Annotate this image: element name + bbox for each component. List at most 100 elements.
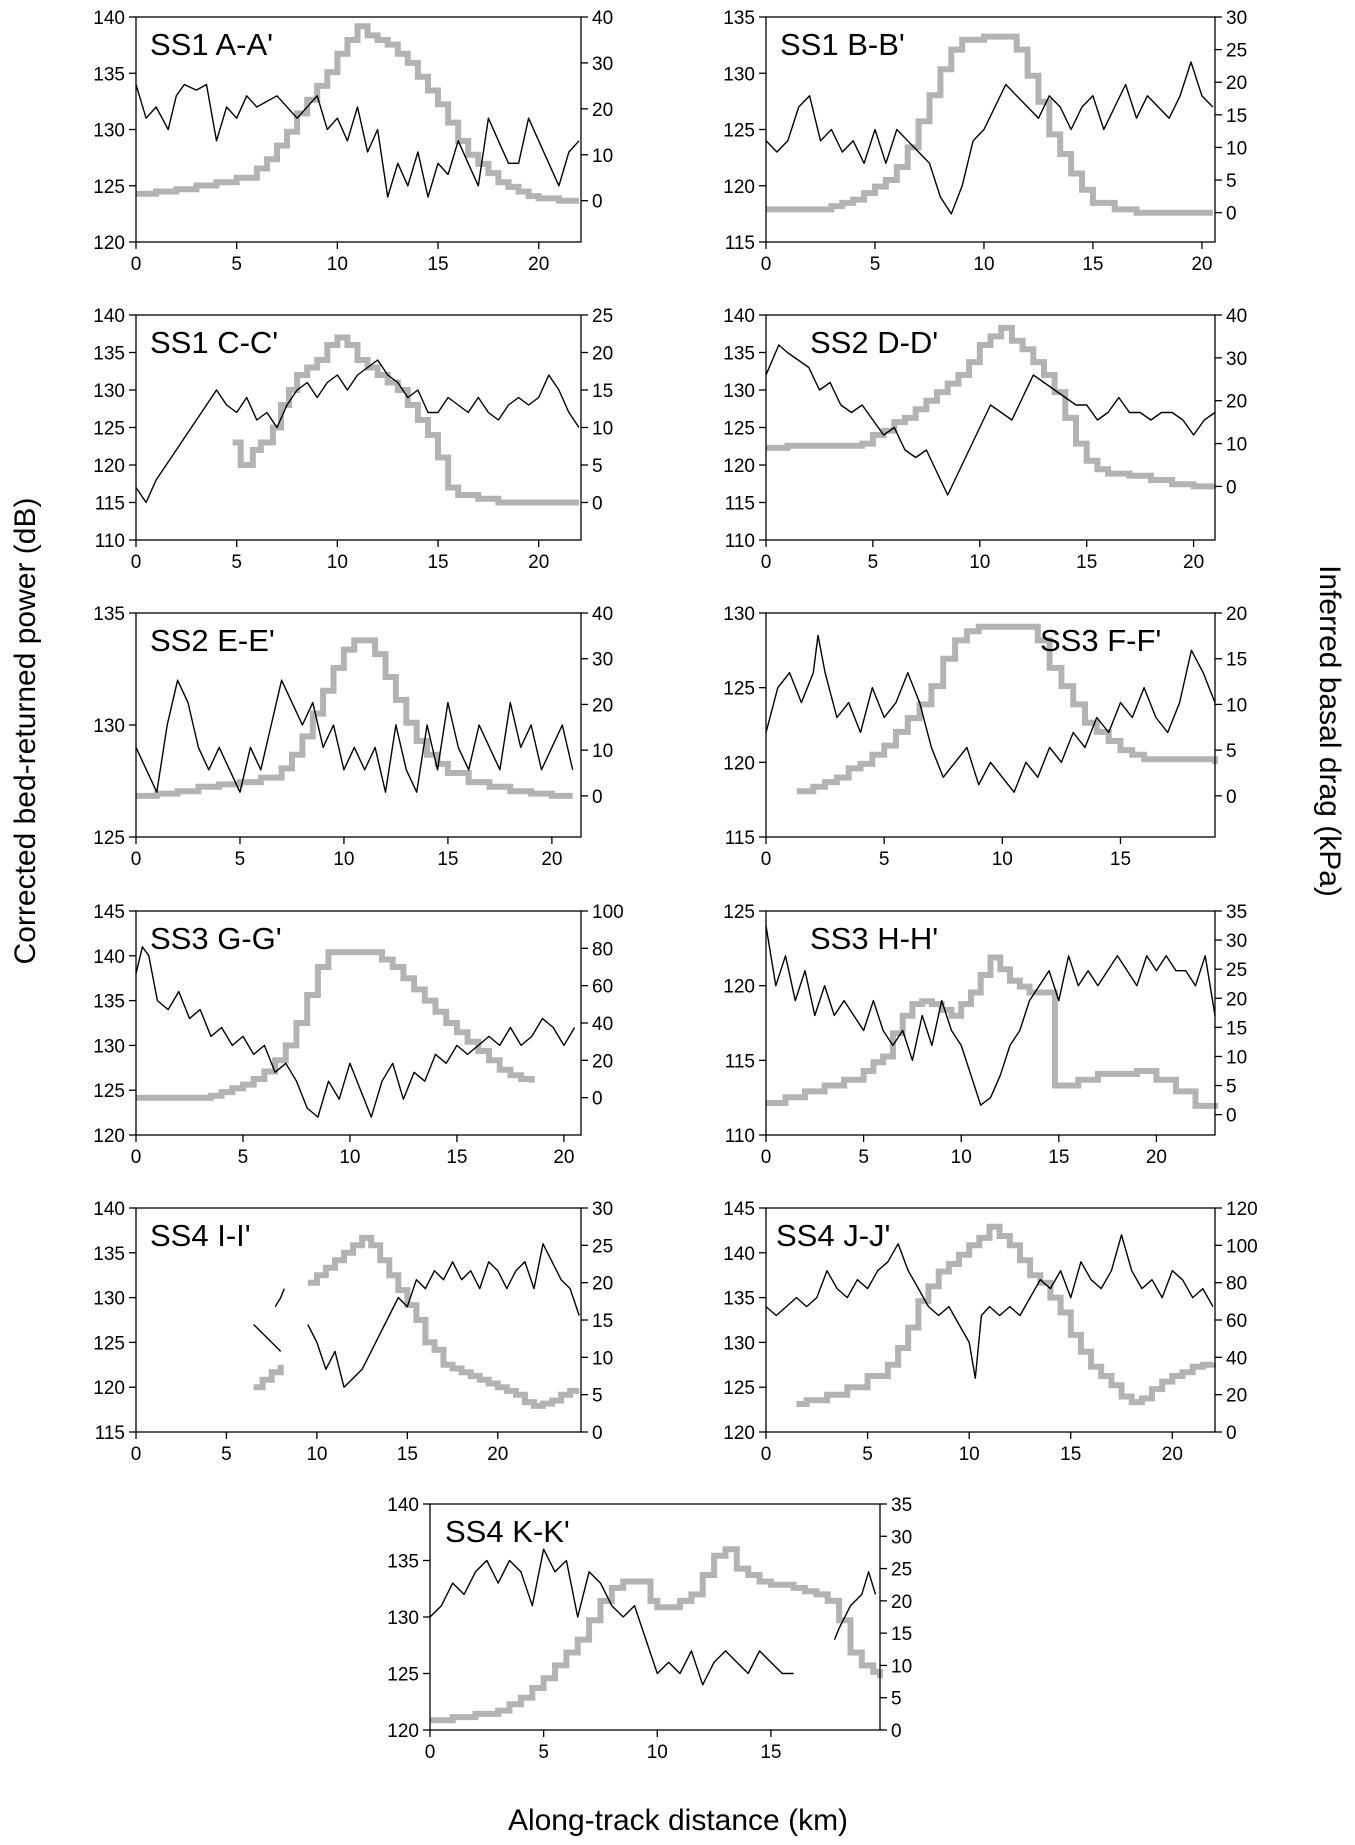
y-right-tick-label: 5 xyxy=(1226,171,1237,192)
y-right-tick-label: 40 xyxy=(1226,1348,1247,1369)
drag-series-3-1 xyxy=(766,324,1215,490)
y-axis-title-left: Corrected bed-returned power (dB) xyxy=(9,498,42,965)
x-tick-label: 20 xyxy=(1183,552,1204,573)
y-right-tick-label: 30 xyxy=(1226,8,1247,29)
x-tick-label: 20 xyxy=(1146,1147,1167,1168)
plot-frame-7 xyxy=(765,910,1216,1136)
y-right-tick-label: 60 xyxy=(592,977,613,998)
y-left-tick-label: 120 xyxy=(723,456,755,477)
y-left-tick-label: 130 xyxy=(93,121,125,142)
y-left-tick-label: 135 xyxy=(723,1289,755,1310)
x-tick-label: 5 xyxy=(221,1444,232,1465)
x-tick-label: 15 xyxy=(1082,254,1103,275)
panel-3: 0 5 10 15 20 110 115 120 125 130 135 140 0 10 20 30 40 SS… xyxy=(723,306,1247,573)
y-right-tick-label: 20 xyxy=(1226,604,1247,625)
y-left-tick-label: 135 xyxy=(93,992,125,1013)
panel-9: 0 5 10 15 20 120 125 130 135 140 145 0 20 40 60 80 100 12… xyxy=(723,1199,1257,1465)
y-right-tick-label: 10 xyxy=(592,419,613,440)
y-left-tick-label: 115 xyxy=(95,494,125,515)
y-left-tick-label: 135 xyxy=(93,64,125,85)
panel-title: SS1 C-C' xyxy=(150,325,278,360)
y-right-tick-label: 15 xyxy=(1226,650,1247,671)
y-right-tick-label: 15 xyxy=(592,381,613,402)
panel-title: SS3 G-G' xyxy=(150,921,282,956)
x-tick-label: 5 xyxy=(235,849,246,870)
y-right-tick-label: 10 xyxy=(891,1656,912,1677)
power-series-5-0 xyxy=(765,634,1216,793)
panel-5: 0 5 10 15 115 120 125 130 0 5 10 15 20 SS3 F-F' xyxy=(723,604,1247,870)
y-right-tick-label: 0 xyxy=(592,494,603,515)
y-right-tick-label: 80 xyxy=(592,939,613,960)
power-series-2-0 xyxy=(135,359,580,504)
x-tick-label: 0 xyxy=(425,1742,436,1763)
y-left-tick-label: 140 xyxy=(387,1495,419,1516)
x-tick-label: 15 xyxy=(397,1444,418,1465)
x-tick-label: 15 xyxy=(437,849,458,870)
y-right-tick-label: 30 xyxy=(592,1199,613,1220)
y-right-tick-label: 15 xyxy=(592,1311,613,1332)
x-tick-label: 5 xyxy=(879,849,890,870)
drag-series-2-1 xyxy=(232,334,579,506)
power-series-6-0 xyxy=(135,946,576,1118)
y-left-tick-label: 125 xyxy=(93,1081,125,1102)
x-tick-label: 10 xyxy=(306,1444,327,1465)
y-left-tick-label: 140 xyxy=(93,1199,125,1220)
panel-0: 0 5 10 15 20 120 125 130 135 140 0 10 20 30 40 SS1 A-A' xyxy=(93,8,613,275)
x-tick-label: 0 xyxy=(761,552,772,573)
y-right-tick-label: 0 xyxy=(592,787,603,808)
power-series-0-0 xyxy=(135,83,580,198)
y-right-tick-label: 30 xyxy=(1226,349,1247,370)
x-tick-label: 15 xyxy=(427,552,448,573)
x-tick-label: 0 xyxy=(131,254,142,275)
y-left-tick-label: 125 xyxy=(723,1378,755,1399)
power-series-9-0 xyxy=(765,1234,1214,1379)
y-right-tick-label: 40 xyxy=(592,604,613,625)
panel-7: 0 5 10 15 20 110 115 120 125 0 5 10 15 20 25 30 35 SS3 H-… xyxy=(723,902,1247,1168)
y-left-tick-label: 115 xyxy=(725,494,755,515)
y-right-tick-label: 5 xyxy=(891,1689,902,1710)
y-left-tick-label: 130 xyxy=(93,381,125,402)
y-right-tick-label: 15 xyxy=(1226,1018,1247,1039)
y-left-tick-label: 120 xyxy=(723,753,755,774)
x-tick-label: 20 xyxy=(487,1444,508,1465)
y-right-tick-label: 0 xyxy=(1226,1106,1237,1127)
x-tick-label: 0 xyxy=(761,254,772,275)
x-tick-label: 5 xyxy=(238,1147,249,1168)
y-left-tick-label: 115 xyxy=(725,1051,755,1072)
x-tick-label: 5 xyxy=(858,1147,869,1168)
power-series-8-1 xyxy=(274,1288,285,1307)
y-left-tick-label: 110 xyxy=(725,1126,755,1147)
x-tick-label: 15 xyxy=(1048,1147,1069,1168)
x-axis-title: Along-track distance (km) xyxy=(508,1804,848,1837)
y-right-tick-label: 40 xyxy=(1226,306,1247,327)
y-right-tick-label: 35 xyxy=(1226,902,1247,923)
drag-series-9-1 xyxy=(796,1223,1216,1407)
power-series-3-0 xyxy=(765,344,1216,496)
y-right-tick-label: 20 xyxy=(1226,989,1247,1010)
y-left-tick-label: 125 xyxy=(723,679,755,700)
x-tick-label: 10 xyxy=(327,552,348,573)
y-right-tick-label: 10 xyxy=(1226,138,1247,159)
drag-series-4-1 xyxy=(136,637,573,799)
y-left-tick-label: 125 xyxy=(723,902,755,923)
x-tick-label: 10 xyxy=(333,849,354,870)
drag-series-1-1 xyxy=(766,33,1213,216)
x-tick-label: 5 xyxy=(231,254,242,275)
panel-title: SS4 I-I' xyxy=(150,1218,251,1253)
x-tick-label: 0 xyxy=(131,1147,142,1168)
x-tick-label: 0 xyxy=(131,1444,142,1465)
y-left-tick-label: 135 xyxy=(93,1244,125,1265)
y-right-tick-label: 20 xyxy=(592,1051,613,1072)
y-right-tick-label: 40 xyxy=(592,8,613,29)
y-right-tick-label: 30 xyxy=(891,1527,912,1548)
y-left-tick-label: 140 xyxy=(723,306,755,327)
y-right-tick-label: 0 xyxy=(1226,1423,1237,1444)
power-series-1-0 xyxy=(765,61,1214,215)
x-tick-label: 20 xyxy=(553,1147,574,1168)
y-left-tick-label: 135 xyxy=(387,1552,419,1573)
y-right-tick-label: 0 xyxy=(592,1423,603,1444)
x-tick-label: 20 xyxy=(528,254,549,275)
y-left-tick-label: 130 xyxy=(723,64,755,85)
y-left-tick-label: 135 xyxy=(93,604,125,625)
panel-10: 0 5 10 15 120 125 130 135 140 0 5 10 15 20 25 30 35 SS4 K… xyxy=(387,1495,912,1763)
